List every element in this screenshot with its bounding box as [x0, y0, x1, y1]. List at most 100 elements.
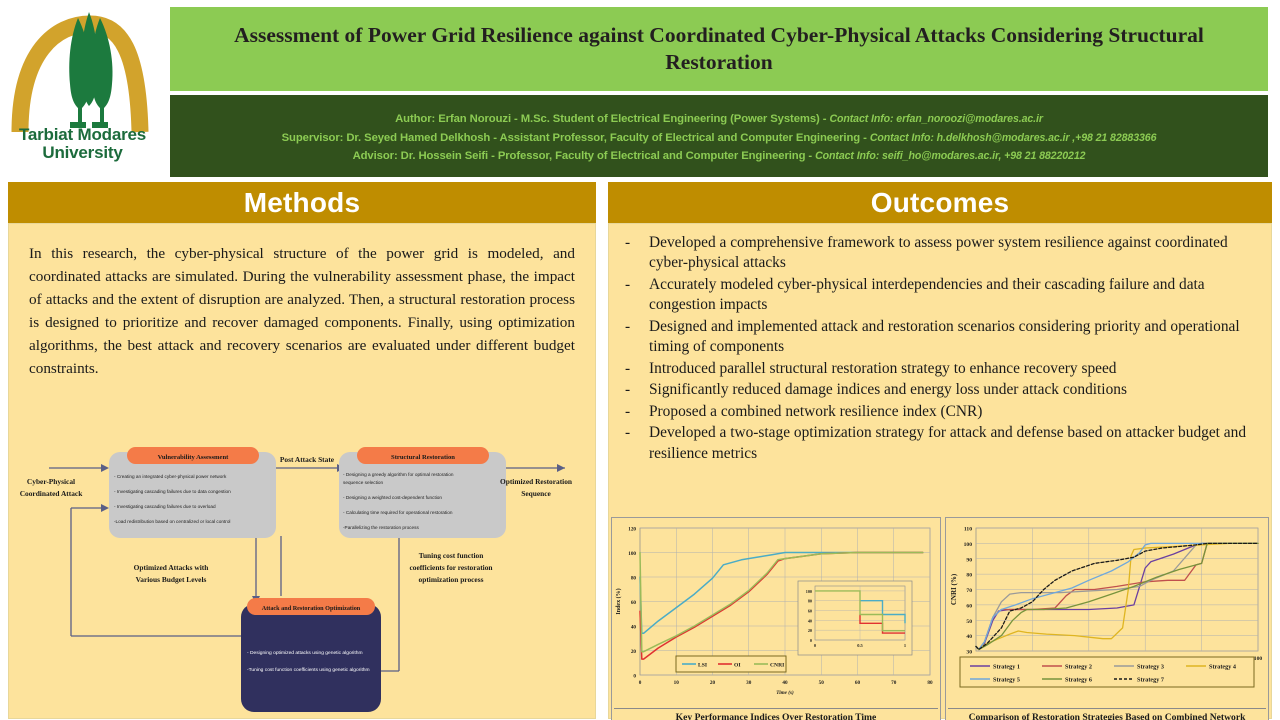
- svg-text:0: 0: [814, 643, 817, 648]
- flow-item: -Tuning cost function coefficients using…: [247, 667, 370, 673]
- svg-text:120: 120: [628, 527, 636, 533]
- list-item: - Introduced parallel structural restorat…: [625, 359, 1255, 379]
- list-item: - Accurately modeled cyber-physical inter…: [625, 275, 1255, 316]
- logo-line-2: University: [42, 143, 123, 163]
- flow-item: - Creating an integrated cyber-physical …: [114, 474, 227, 479]
- logo-text: Tarbiat Modares University: [8, 126, 158, 162]
- author-contact-3: Contact Info: seifi_ho@modares.ac.ir, +9…: [815, 150, 1086, 163]
- svg-text:80: 80: [808, 599, 812, 604]
- bullet-dash: -: [625, 359, 631, 377]
- svg-text:0: 0: [810, 638, 812, 643]
- svg-text:20: 20: [808, 628, 812, 633]
- svg-text:30: 30: [966, 650, 972, 656]
- flow-label-output-2: Sequence: [521, 489, 551, 498]
- logo-mark-icon: [11, 12, 148, 133]
- chart-kpi: 0 20 40 60 80 100 120 0 10 20 30 40 50 60 70 80 Time (s)…: [614, 520, 938, 708]
- list-item: - Developed a two-stage optimization stra…: [625, 423, 1255, 464]
- list-item: - Designed and implemented attack and res…: [625, 317, 1255, 358]
- flow-label-input-2: Coordinated Attack: [20, 489, 84, 498]
- logo-line-1: Tarbiat Modares: [18, 125, 147, 145]
- outcome-text: Introduced parallel structural restorati…: [649, 359, 1117, 377]
- flow-item: - Investigating cascading failures due t…: [114, 504, 216, 509]
- flow-item: - Designing a greedy algorithm for optim…: [343, 472, 454, 477]
- svg-text:100: 100: [964, 542, 973, 548]
- authors-bar: Author: Erfan Norouzi - M.Sc. Student of…: [170, 95, 1268, 177]
- svg-text:80: 80: [927, 680, 933, 686]
- author-contact-1: Contact Info: erfan_noroozi@modares.ac.i…: [829, 112, 1043, 125]
- svg-text:80: 80: [966, 573, 972, 579]
- flow-label-input-1: Cyber-Physical: [27, 477, 75, 486]
- author-line-1: Author: Erfan Norouzi - M.Sc. Student of…: [180, 113, 1258, 126]
- chart-cnr: 30405060708090100110020406080100Time (s)…: [948, 520, 1266, 708]
- svg-text:50: 50: [819, 680, 825, 686]
- svg-text:OI: OI: [734, 662, 741, 668]
- flow-node-restoration: Structural Restoration - Designing a gre…: [339, 447, 506, 538]
- flow-label-output-1: Optimized Restoration: [500, 477, 572, 486]
- svg-text:Strategy 5: Strategy 5: [993, 677, 1020, 684]
- outcome-text: Significantly reduced damage indices and…: [649, 381, 1127, 399]
- poster-title-bar: Assessment of Power Grid Resilience agai…: [170, 7, 1268, 91]
- flow-node-vulnerability: Vulnerability Assessment - Creating an i…: [109, 447, 276, 538]
- methods-body: In this research, the cyber-physical str…: [8, 223, 596, 719]
- svg-text:100: 100: [806, 589, 812, 594]
- svg-text:40: 40: [631, 625, 637, 631]
- svg-text:60: 60: [966, 603, 972, 609]
- outcome-text: Accurately modeled cyber-physical interd…: [649, 275, 1205, 314]
- svg-text:70: 70: [891, 680, 897, 686]
- bullet-dash: -: [625, 402, 631, 420]
- flow-item: - Investigating cascading failures due t…: [114, 489, 231, 494]
- outcome-text: Developed a two-stage optimization strat…: [649, 424, 1247, 462]
- flow-item: - Designing optimized attacks using gene…: [247, 650, 363, 656]
- svg-text:60: 60: [855, 680, 861, 686]
- svg-text:30: 30: [746, 680, 752, 686]
- flow-label-tuning-3: optimization process: [419, 575, 484, 584]
- bullet-dash: -: [625, 275, 631, 293]
- methods-section-title: Methods: [8, 182, 596, 223]
- bullet-dash: -: [625, 424, 631, 442]
- flow-label-budget-1: Optimized Attacks with: [134, 563, 209, 572]
- methodology-flowchart: Vulnerability Assessment - Creating an i…: [9, 446, 597, 718]
- svg-text:90: 90: [966, 557, 972, 563]
- svg-text:1: 1: [904, 643, 906, 648]
- flow-label-tuning-1: Tuning cost function: [419, 551, 484, 560]
- author-name-2: Supervisor: Dr. Seyed Hamed Delkhosh - A…: [281, 131, 870, 144]
- svg-text:0: 0: [633, 674, 636, 680]
- svg-text:60: 60: [631, 600, 637, 606]
- svg-text:10: 10: [674, 680, 680, 686]
- charts-row: 0 20 40 60 80 100 120 0 10 20 30 40 50 60 70 80 Time (s)…: [611, 517, 1269, 720]
- chart-caption-kpi: Key Performance Indices Over Restoration…: [614, 708, 938, 720]
- svg-text:Strategy 1: Strategy 1: [993, 664, 1020, 671]
- flow-label-budget-2: Various Budget Levels: [136, 575, 207, 584]
- author-contact-2: Contact Info: h.delkhosh@modares.ac.ir ,…: [869, 131, 1157, 144]
- svg-text:Strategy 4: Strategy 4: [1209, 664, 1236, 671]
- svg-text:100: 100: [628, 551, 636, 557]
- svg-text:Strategy 6: Strategy 6: [1065, 677, 1092, 684]
- outcome-text: Developed a comprehensive framework to a…: [649, 234, 1228, 272]
- bullet-dash: -: [625, 234, 631, 251]
- chart-caption-cnr: Comparison of Restoration Strategies Bas…: [948, 708, 1266, 720]
- svg-text:Strategy 3: Strategy 3: [1137, 664, 1164, 671]
- outcomes-list: - Developed a comprehensive framework to …: [619, 233, 1261, 464]
- bullet-dash: -: [625, 317, 631, 335]
- author-name-3: Advisor: Dr. Hossein Seifi - Professor, …: [352, 150, 816, 163]
- svg-text:40: 40: [808, 618, 812, 623]
- flow-item: -Parallelizing the restoration process: [343, 525, 419, 530]
- list-item: - Proposed a combined network resilience …: [625, 402, 1255, 422]
- svg-text:0: 0: [639, 680, 642, 686]
- outcome-text: Designed and implemented attack and rest…: [649, 317, 1240, 356]
- chart-panel-kpi: 0 20 40 60 80 100 120 0 10 20 30 40 50 60 70 80 Time (s)…: [611, 517, 941, 720]
- outcome-text: Proposed a combined network resilience i…: [649, 402, 983, 420]
- author-line-2: Supervisor: Dr. Seyed Hamed Delkhosh - A…: [180, 132, 1258, 145]
- chart-panel-cnr: 30405060708090100110020406080100Time (s)…: [945, 517, 1269, 720]
- svg-text:Index (%): Index (%): [615, 588, 622, 614]
- svg-text:Time (s): Time (s): [776, 689, 794, 696]
- flow-item: - Designing a weighted cost-dependent fu…: [343, 495, 442, 500]
- flow-label-post-attack: Post Attack State: [280, 455, 335, 464]
- outcomes-column: Outcomes - Developed a comprehensive fram…: [608, 182, 1272, 720]
- methods-column: Methods In this research, the cyber-phys…: [8, 182, 596, 719]
- svg-text:20: 20: [710, 680, 716, 686]
- bullet-dash: -: [625, 381, 631, 399]
- svg-text:LSI: LSI: [698, 662, 707, 668]
- outcomes-section-title: Outcomes: [608, 182, 1272, 223]
